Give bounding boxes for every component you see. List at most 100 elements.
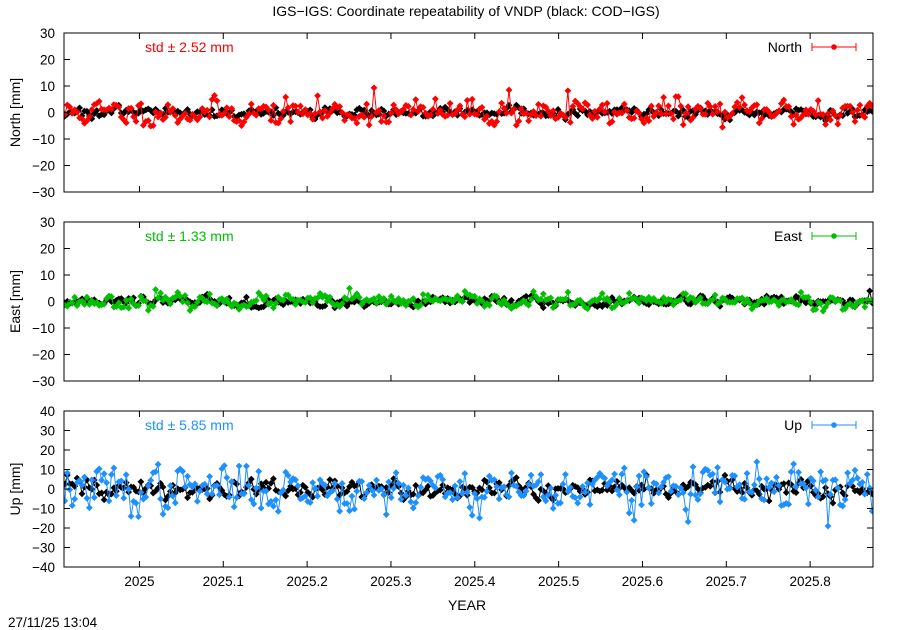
up-point (439, 476, 447, 483)
up-point (243, 462, 250, 470)
north-point (706, 103, 714, 111)
reference-point (706, 482, 714, 490)
north-point (696, 105, 704, 112)
east-point (775, 302, 783, 310)
up-point (353, 487, 361, 495)
north-point (441, 112, 449, 120)
up-point (611, 470, 618, 478)
up-point (792, 483, 800, 491)
up-point (726, 485, 734, 492)
up-point (841, 496, 849, 503)
up-point (743, 469, 751, 477)
up-point (630, 516, 638, 524)
up-point (368, 486, 375, 494)
up-point (454, 494, 461, 501)
east-point (824, 299, 832, 307)
north-point (773, 110, 780, 117)
north-point (584, 101, 591, 109)
north-point (429, 105, 437, 113)
up-point (640, 468, 648, 476)
reference-point (206, 295, 214, 302)
north-point (478, 103, 486, 111)
panel-data (64, 458, 873, 530)
north-point (85, 113, 93, 121)
north-point (412, 96, 420, 104)
up-point (68, 502, 76, 509)
north-point (152, 108, 160, 116)
east-point (817, 300, 825, 308)
north-point (139, 121, 147, 129)
reference-point (466, 299, 474, 306)
up-point (839, 502, 847, 510)
north-point (790, 120, 798, 128)
up-point (159, 510, 167, 518)
up-point (451, 482, 459, 490)
north-point (711, 103, 719, 110)
up-point (849, 476, 856, 484)
east-point (562, 295, 569, 303)
reference-point (606, 107, 613, 115)
north-point (731, 103, 739, 111)
up-point (279, 486, 287, 494)
legend: North (768, 39, 857, 55)
north-point (181, 109, 189, 117)
north-point (122, 119, 130, 127)
up-point (647, 500, 655, 508)
up-point (557, 499, 564, 507)
up-point (213, 482, 221, 489)
reference-point (159, 483, 167, 491)
north-point (554, 114, 562, 121)
up-point (431, 484, 439, 492)
north-point (755, 119, 763, 127)
east-point (746, 299, 753, 307)
north-point (287, 118, 294, 126)
north-point (223, 104, 231, 112)
reference-point (608, 487, 616, 495)
east-point (71, 293, 79, 301)
up-point (233, 494, 241, 501)
up-point (166, 482, 174, 489)
up-point (549, 505, 557, 512)
east-point (419, 290, 427, 298)
north-point (598, 101, 606, 109)
up-point (218, 465, 226, 473)
east-point (343, 295, 351, 303)
north-point (456, 102, 464, 110)
east-point (547, 294, 555, 302)
legend-marker (831, 422, 837, 428)
east-point (836, 297, 844, 305)
up-point (98, 476, 106, 484)
std-label: std ± 5.85 mm (145, 417, 234, 433)
reference-point (598, 486, 606, 494)
north-point (350, 115, 358, 122)
reference-point (478, 486, 486, 494)
north-point (655, 102, 663, 110)
up-point (216, 491, 223, 499)
up-point (696, 490, 704, 498)
std-label: std ± 2.52 mm (145, 39, 234, 55)
up-point (441, 493, 449, 501)
east-point (596, 294, 604, 302)
reference-point (836, 483, 844, 491)
up-point (83, 494, 91, 502)
north-point (652, 109, 660, 117)
east-point (868, 297, 873, 305)
north-point (483, 112, 491, 120)
north-point (191, 113, 199, 121)
y-tick-label: −20 (32, 348, 55, 363)
legend-label: East (774, 228, 802, 244)
east-point (230, 299, 238, 307)
up-point (184, 472, 191, 480)
north-point (728, 110, 736, 117)
north-point (753, 101, 761, 109)
north-point (211, 92, 218, 99)
up-point (181, 483, 189, 491)
up-point (309, 479, 317, 487)
east-point (270, 304, 277, 312)
up-point (117, 477, 125, 485)
north-point (284, 104, 292, 112)
reference-point (324, 483, 331, 491)
up-point (400, 481, 407, 489)
east-point (493, 293, 501, 300)
up-point (508, 469, 515, 477)
